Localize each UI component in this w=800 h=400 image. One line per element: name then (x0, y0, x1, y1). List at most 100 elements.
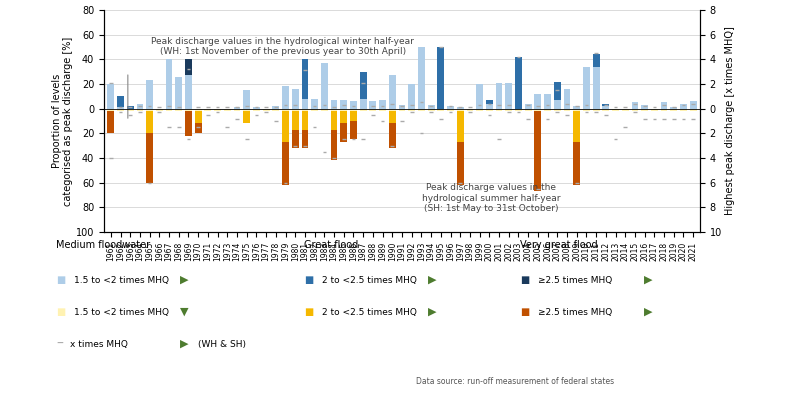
Bar (574, 109, 580, 185)
Bar (593, 109, 599, 111)
Bar (690, 109, 697, 111)
Text: Very great flood: Very great flood (520, 240, 598, 250)
Bar (127, 109, 134, 111)
Bar (370, 109, 376, 111)
Bar (194, 109, 202, 124)
Bar (515, 109, 522, 111)
Bar (137, 109, 143, 111)
Bar (506, 109, 512, 111)
Bar (457, 109, 464, 142)
Bar (117, 109, 124, 111)
Bar (360, 109, 366, 111)
Bar (175, 109, 182, 111)
Bar (127, 109, 134, 111)
Bar (117, 109, 124, 111)
Bar (311, 99, 318, 109)
Bar (175, 76, 182, 109)
Bar (622, 109, 629, 111)
Bar (185, 59, 192, 75)
Bar (602, 104, 610, 106)
Bar (438, 109, 444, 111)
Bar (438, 47, 444, 109)
Bar (253, 108, 260, 109)
Bar (205, 109, 211, 111)
Bar (631, 109, 638, 111)
Bar (137, 109, 143, 111)
Bar (670, 109, 677, 111)
Bar (350, 109, 357, 121)
Bar (418, 47, 425, 109)
Bar (243, 90, 250, 109)
Bar (321, 109, 328, 111)
Bar (496, 109, 502, 111)
Bar (282, 109, 289, 185)
Bar (340, 109, 347, 111)
Bar (282, 109, 289, 142)
Bar (253, 109, 260, 111)
Bar (292, 109, 298, 130)
Bar (408, 109, 415, 111)
Bar (506, 109, 512, 111)
Bar (311, 109, 318, 111)
Text: ≥2.5 times MHQ: ≥2.5 times MHQ (538, 308, 612, 316)
Text: ■: ■ (56, 307, 66, 317)
Bar (651, 109, 658, 111)
Text: –: – (56, 337, 63, 351)
Bar (564, 109, 570, 111)
Bar (680, 109, 687, 111)
Bar (117, 108, 124, 109)
Bar (525, 104, 531, 109)
Bar (574, 109, 580, 111)
Bar (447, 106, 454, 109)
Bar (515, 109, 522, 111)
Bar (642, 109, 648, 111)
Bar (234, 109, 240, 111)
Bar (564, 109, 570, 111)
Bar (593, 109, 599, 111)
Bar (398, 105, 406, 109)
Bar (670, 109, 677, 111)
Bar (370, 101, 376, 109)
Text: ■: ■ (56, 275, 66, 285)
Text: Great flood: Great flood (304, 240, 358, 250)
Bar (302, 109, 308, 148)
Bar (466, 109, 474, 111)
Bar (564, 109, 570, 111)
Bar (476, 84, 483, 109)
Bar (185, 109, 192, 111)
Bar (690, 101, 697, 109)
Bar (457, 109, 464, 111)
Bar (175, 109, 182, 111)
Bar (602, 109, 610, 111)
Bar (642, 109, 648, 111)
Bar (534, 109, 542, 191)
Bar (408, 84, 415, 109)
Bar (194, 109, 202, 111)
Bar (166, 109, 173, 111)
Bar (311, 109, 318, 111)
Bar (234, 109, 240, 111)
Bar (243, 109, 250, 111)
Bar (428, 109, 434, 111)
Bar (593, 67, 599, 109)
Bar (564, 89, 570, 109)
Bar (146, 109, 153, 133)
Bar (593, 109, 599, 111)
Text: ▼: ▼ (180, 307, 189, 317)
Bar (544, 109, 551, 111)
Bar (631, 109, 638, 111)
Bar (273, 109, 279, 111)
Bar (515, 109, 522, 111)
Text: ▶: ▶ (428, 307, 437, 317)
Bar (273, 109, 279, 111)
Bar (350, 101, 357, 109)
Bar (428, 109, 434, 111)
Bar (389, 75, 396, 109)
Bar (360, 99, 366, 109)
Bar (525, 109, 531, 111)
Bar (340, 109, 347, 142)
Text: Data source: run-off measurement of federal states: Data source: run-off measurement of fede… (416, 377, 614, 386)
Bar (302, 99, 308, 109)
Bar (622, 109, 629, 111)
Bar (622, 109, 629, 111)
